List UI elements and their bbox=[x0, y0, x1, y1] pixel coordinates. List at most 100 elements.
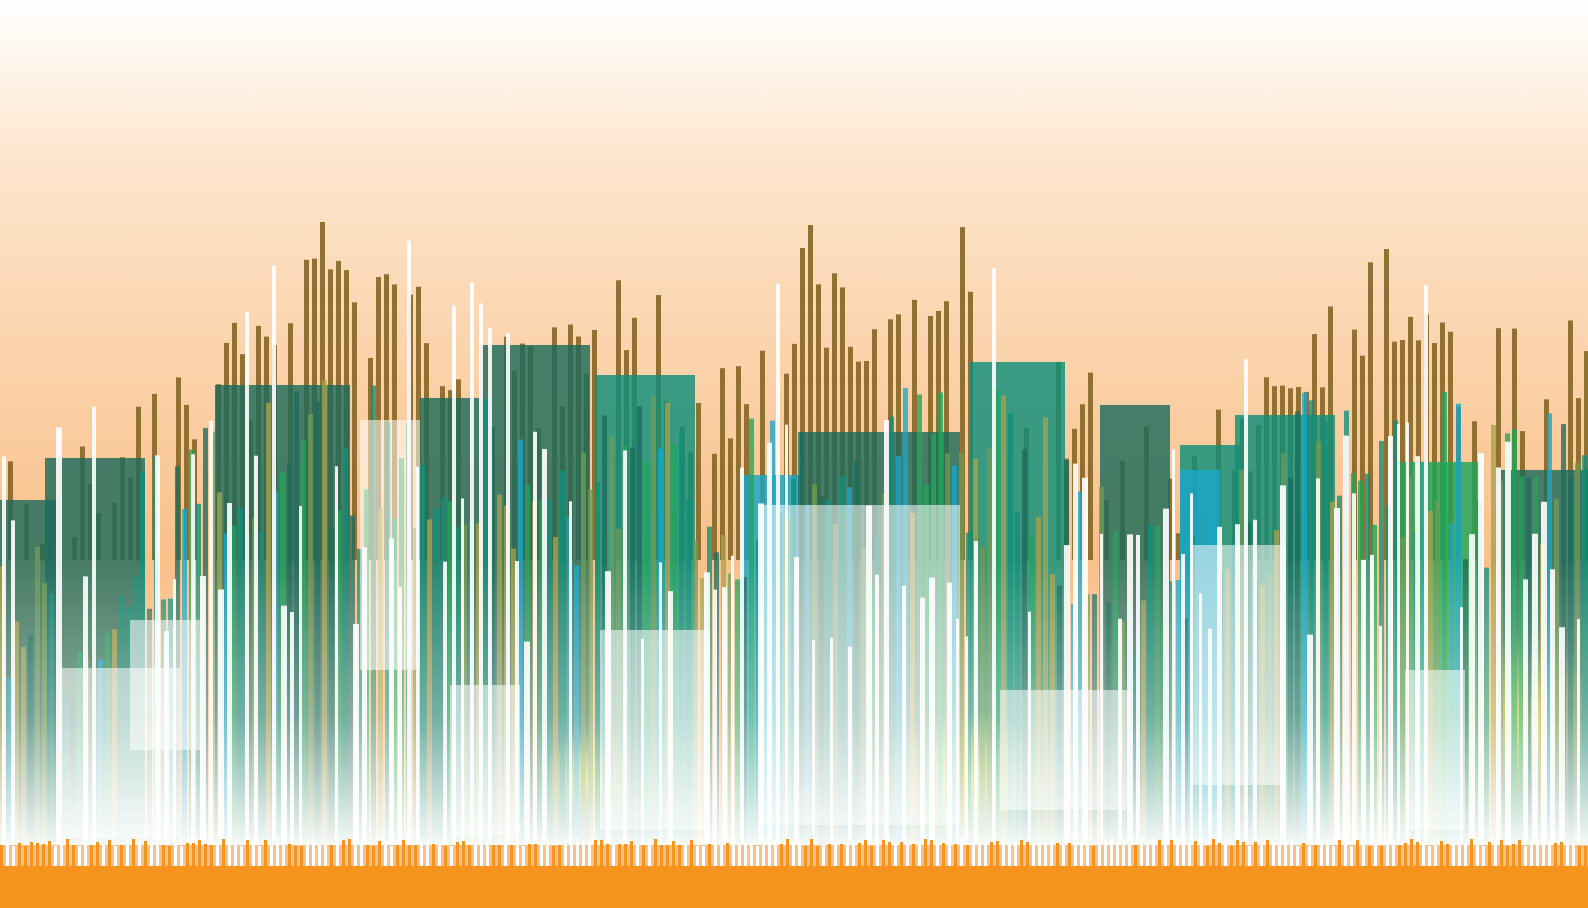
ground-stripe bbox=[1044, 843, 1047, 866]
ground-stripe bbox=[192, 843, 195, 866]
ground-stripe bbox=[1128, 842, 1131, 866]
ground-stripe bbox=[1362, 839, 1365, 866]
ground-stripe bbox=[588, 841, 591, 866]
ground-stripe bbox=[714, 840, 717, 866]
ground-stripe bbox=[1482, 846, 1485, 866]
ground-stripe bbox=[1314, 845, 1317, 866]
ground-stripe bbox=[1344, 840, 1347, 866]
ground-stripe bbox=[1176, 839, 1179, 866]
ground-stripe bbox=[1188, 844, 1191, 866]
ground-stripe bbox=[480, 842, 483, 866]
spire-stripe bbox=[1360, 355, 1365, 560]
ground-stripe bbox=[240, 846, 243, 866]
ground-stripe bbox=[576, 839, 579, 866]
white-stripe bbox=[992, 268, 996, 846]
ground-stripe bbox=[804, 846, 807, 866]
ground-stripe bbox=[318, 844, 321, 866]
spire-stripe bbox=[1176, 533, 1181, 560]
ground-stripe bbox=[954, 844, 957, 866]
spire-stripe bbox=[1432, 343, 1437, 560]
ground-stripe bbox=[1182, 841, 1185, 866]
ground-stripe bbox=[1428, 846, 1431, 866]
ground-stripe bbox=[522, 846, 525, 866]
spire-stripe bbox=[1416, 340, 1421, 560]
ground-stripe bbox=[468, 845, 471, 866]
ground-stripe bbox=[360, 844, 363, 866]
ground-stripe bbox=[1434, 844, 1437, 866]
ground-stripe bbox=[570, 845, 573, 866]
ground-stripe bbox=[978, 842, 981, 866]
ground-stripe bbox=[1230, 846, 1233, 866]
ground-stripe bbox=[864, 840, 867, 866]
spire-stripe bbox=[1384, 249, 1389, 560]
ground-stripe bbox=[66, 839, 69, 866]
ground-stripe bbox=[1578, 846, 1581, 866]
spire-stripe bbox=[184, 404, 189, 560]
ground-stripe bbox=[1200, 839, 1203, 866]
ground-stripe bbox=[1284, 841, 1287, 866]
ground-stripe bbox=[702, 846, 705, 866]
ground-stripe bbox=[1422, 842, 1425, 866]
ground-stripe bbox=[1236, 840, 1239, 866]
ground-stripe bbox=[168, 846, 171, 866]
ground-stripe bbox=[492, 845, 495, 866]
spire-stripe bbox=[384, 274, 389, 560]
ground-stripe bbox=[534, 844, 537, 866]
ground-stripe bbox=[1098, 843, 1101, 866]
ground-stripe bbox=[1032, 845, 1035, 866]
ground-stripe bbox=[1008, 845, 1011, 866]
ground-stripe bbox=[162, 845, 165, 866]
ground-stripe bbox=[840, 844, 843, 866]
spire-stripe bbox=[1568, 320, 1573, 560]
white-stripe bbox=[272, 265, 276, 846]
ground-stripe bbox=[1584, 846, 1587, 866]
ground-stripe bbox=[870, 846, 873, 866]
ground-stripe bbox=[654, 839, 657, 866]
ground-stripe bbox=[1164, 843, 1167, 866]
ground-stripe bbox=[660, 845, 663, 866]
ground-stripe bbox=[342, 840, 345, 866]
ground-stripe bbox=[444, 846, 447, 866]
ground-stripe bbox=[42, 844, 45, 866]
ground-stripe bbox=[180, 846, 183, 866]
ground-stripe bbox=[150, 844, 153, 866]
ground-stripe bbox=[738, 844, 741, 866]
ground-stripe bbox=[324, 842, 327, 866]
ground-stripe bbox=[348, 839, 351, 866]
ground-stripe bbox=[252, 840, 255, 866]
ground-stripe bbox=[0, 845, 3, 866]
ground-stripe bbox=[474, 845, 477, 866]
spire-stripe bbox=[696, 403, 701, 560]
ground-stripe bbox=[960, 839, 963, 866]
ground-stripe bbox=[1074, 845, 1077, 866]
ground-stripe bbox=[108, 840, 111, 866]
ground-stripe bbox=[912, 844, 915, 866]
ground-stripe bbox=[888, 842, 891, 866]
ground-stripe bbox=[990, 842, 993, 866]
ground-stripe bbox=[1026, 842, 1029, 866]
ground-stripe bbox=[156, 843, 159, 866]
ground-stripe bbox=[1512, 844, 1515, 866]
ground-stripe bbox=[996, 841, 999, 866]
ground-stripe bbox=[1068, 843, 1071, 866]
ground-stripe bbox=[1080, 843, 1083, 866]
ground-stripe bbox=[1290, 839, 1293, 866]
ground-stripe bbox=[1170, 840, 1173, 866]
ground-stripe bbox=[1506, 846, 1509, 866]
ground-stripe bbox=[414, 845, 417, 866]
ground-stripe bbox=[1350, 846, 1353, 866]
ground-stripe bbox=[900, 842, 903, 866]
ground-stripe bbox=[402, 840, 405, 866]
spire-stripe bbox=[1400, 340, 1405, 560]
spire-stripe bbox=[832, 273, 837, 560]
ground-stripe bbox=[774, 841, 777, 866]
ground-stripe bbox=[126, 839, 129, 866]
ground-stripe bbox=[408, 845, 411, 866]
spire-stripe bbox=[1408, 316, 1413, 560]
ground-stripe bbox=[1062, 840, 1065, 866]
ground-stripe bbox=[1116, 844, 1119, 866]
spire-stripe bbox=[912, 299, 917, 560]
ground-stripe bbox=[834, 842, 837, 866]
ground-stripe bbox=[1296, 846, 1299, 866]
